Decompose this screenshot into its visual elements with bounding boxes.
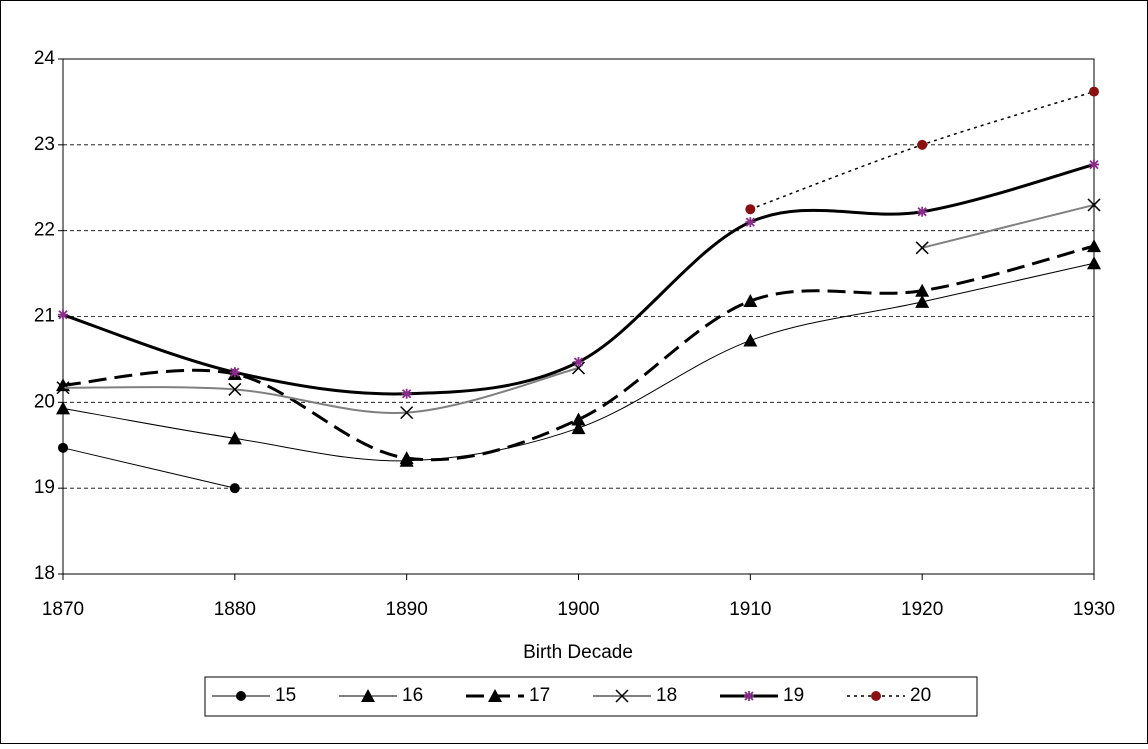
legend-label: 16	[402, 685, 423, 706]
legend-label: 19	[783, 685, 804, 706]
y-tick-label: 21	[34, 306, 55, 327]
x-tick-label: 1890	[386, 599, 428, 620]
y-tick-label: 24	[34, 48, 56, 69]
series-line	[62, 447, 235, 489]
y-tick-label: 19	[34, 477, 55, 498]
data-point	[56, 381, 70, 395]
data-point	[228, 382, 242, 396]
legend-marker	[615, 689, 629, 703]
data-point	[915, 294, 930, 308]
data-point	[227, 431, 242, 445]
y-tick-label: 20	[34, 391, 55, 412]
data-point	[399, 451, 414, 465]
legend-label: 18	[656, 685, 677, 706]
data-point	[743, 294, 758, 308]
x-tick-label: 1870	[42, 599, 84, 620]
legend-label: 17	[529, 685, 550, 706]
data-point	[917, 206, 928, 217]
data-point	[915, 241, 929, 255]
data-point	[229, 367, 240, 378]
data-point	[745, 217, 756, 228]
legend-label: 15	[275, 685, 296, 706]
data-point	[1087, 256, 1101, 270]
data-point	[56, 401, 70, 415]
legend-label: 20	[910, 685, 931, 706]
y-tick-label: 23	[34, 134, 55, 155]
data-point	[1087, 198, 1101, 212]
data-point	[1087, 239, 1101, 253]
x-tick-label: 1900	[557, 599, 599, 620]
data-point	[1089, 159, 1099, 170]
x-tick-label: 1910	[729, 599, 771, 620]
data-point	[745, 204, 756, 215]
legend-marker	[361, 689, 375, 702]
data-point	[573, 356, 584, 367]
data-point	[743, 333, 758, 347]
y-tick-label: 18	[34, 563, 55, 584]
data-point	[571, 421, 586, 435]
data-point	[58, 442, 68, 453]
x-tick-label: 1880	[214, 599, 256, 620]
legend-marker	[744, 691, 754, 701]
x-tick-label: 1920	[901, 599, 943, 620]
legend-marker	[871, 691, 881, 701]
data-point	[571, 412, 586, 426]
data-point	[229, 483, 240, 494]
y-tick-label: 22	[34, 220, 55, 241]
series-line	[921, 203, 1095, 249]
data-point	[58, 309, 68, 320]
legend-marker	[236, 691, 246, 701]
legend-marker	[488, 689, 502, 702]
x-tick-label: 1930	[1073, 599, 1115, 620]
data-point	[1089, 86, 1099, 97]
data-point	[917, 139, 928, 150]
series-line	[62, 367, 579, 415]
x-axis-label: Birth Decade	[523, 642, 633, 663]
data-point	[400, 406, 414, 420]
data-point	[915, 283, 930, 297]
data-point	[401, 388, 412, 399]
